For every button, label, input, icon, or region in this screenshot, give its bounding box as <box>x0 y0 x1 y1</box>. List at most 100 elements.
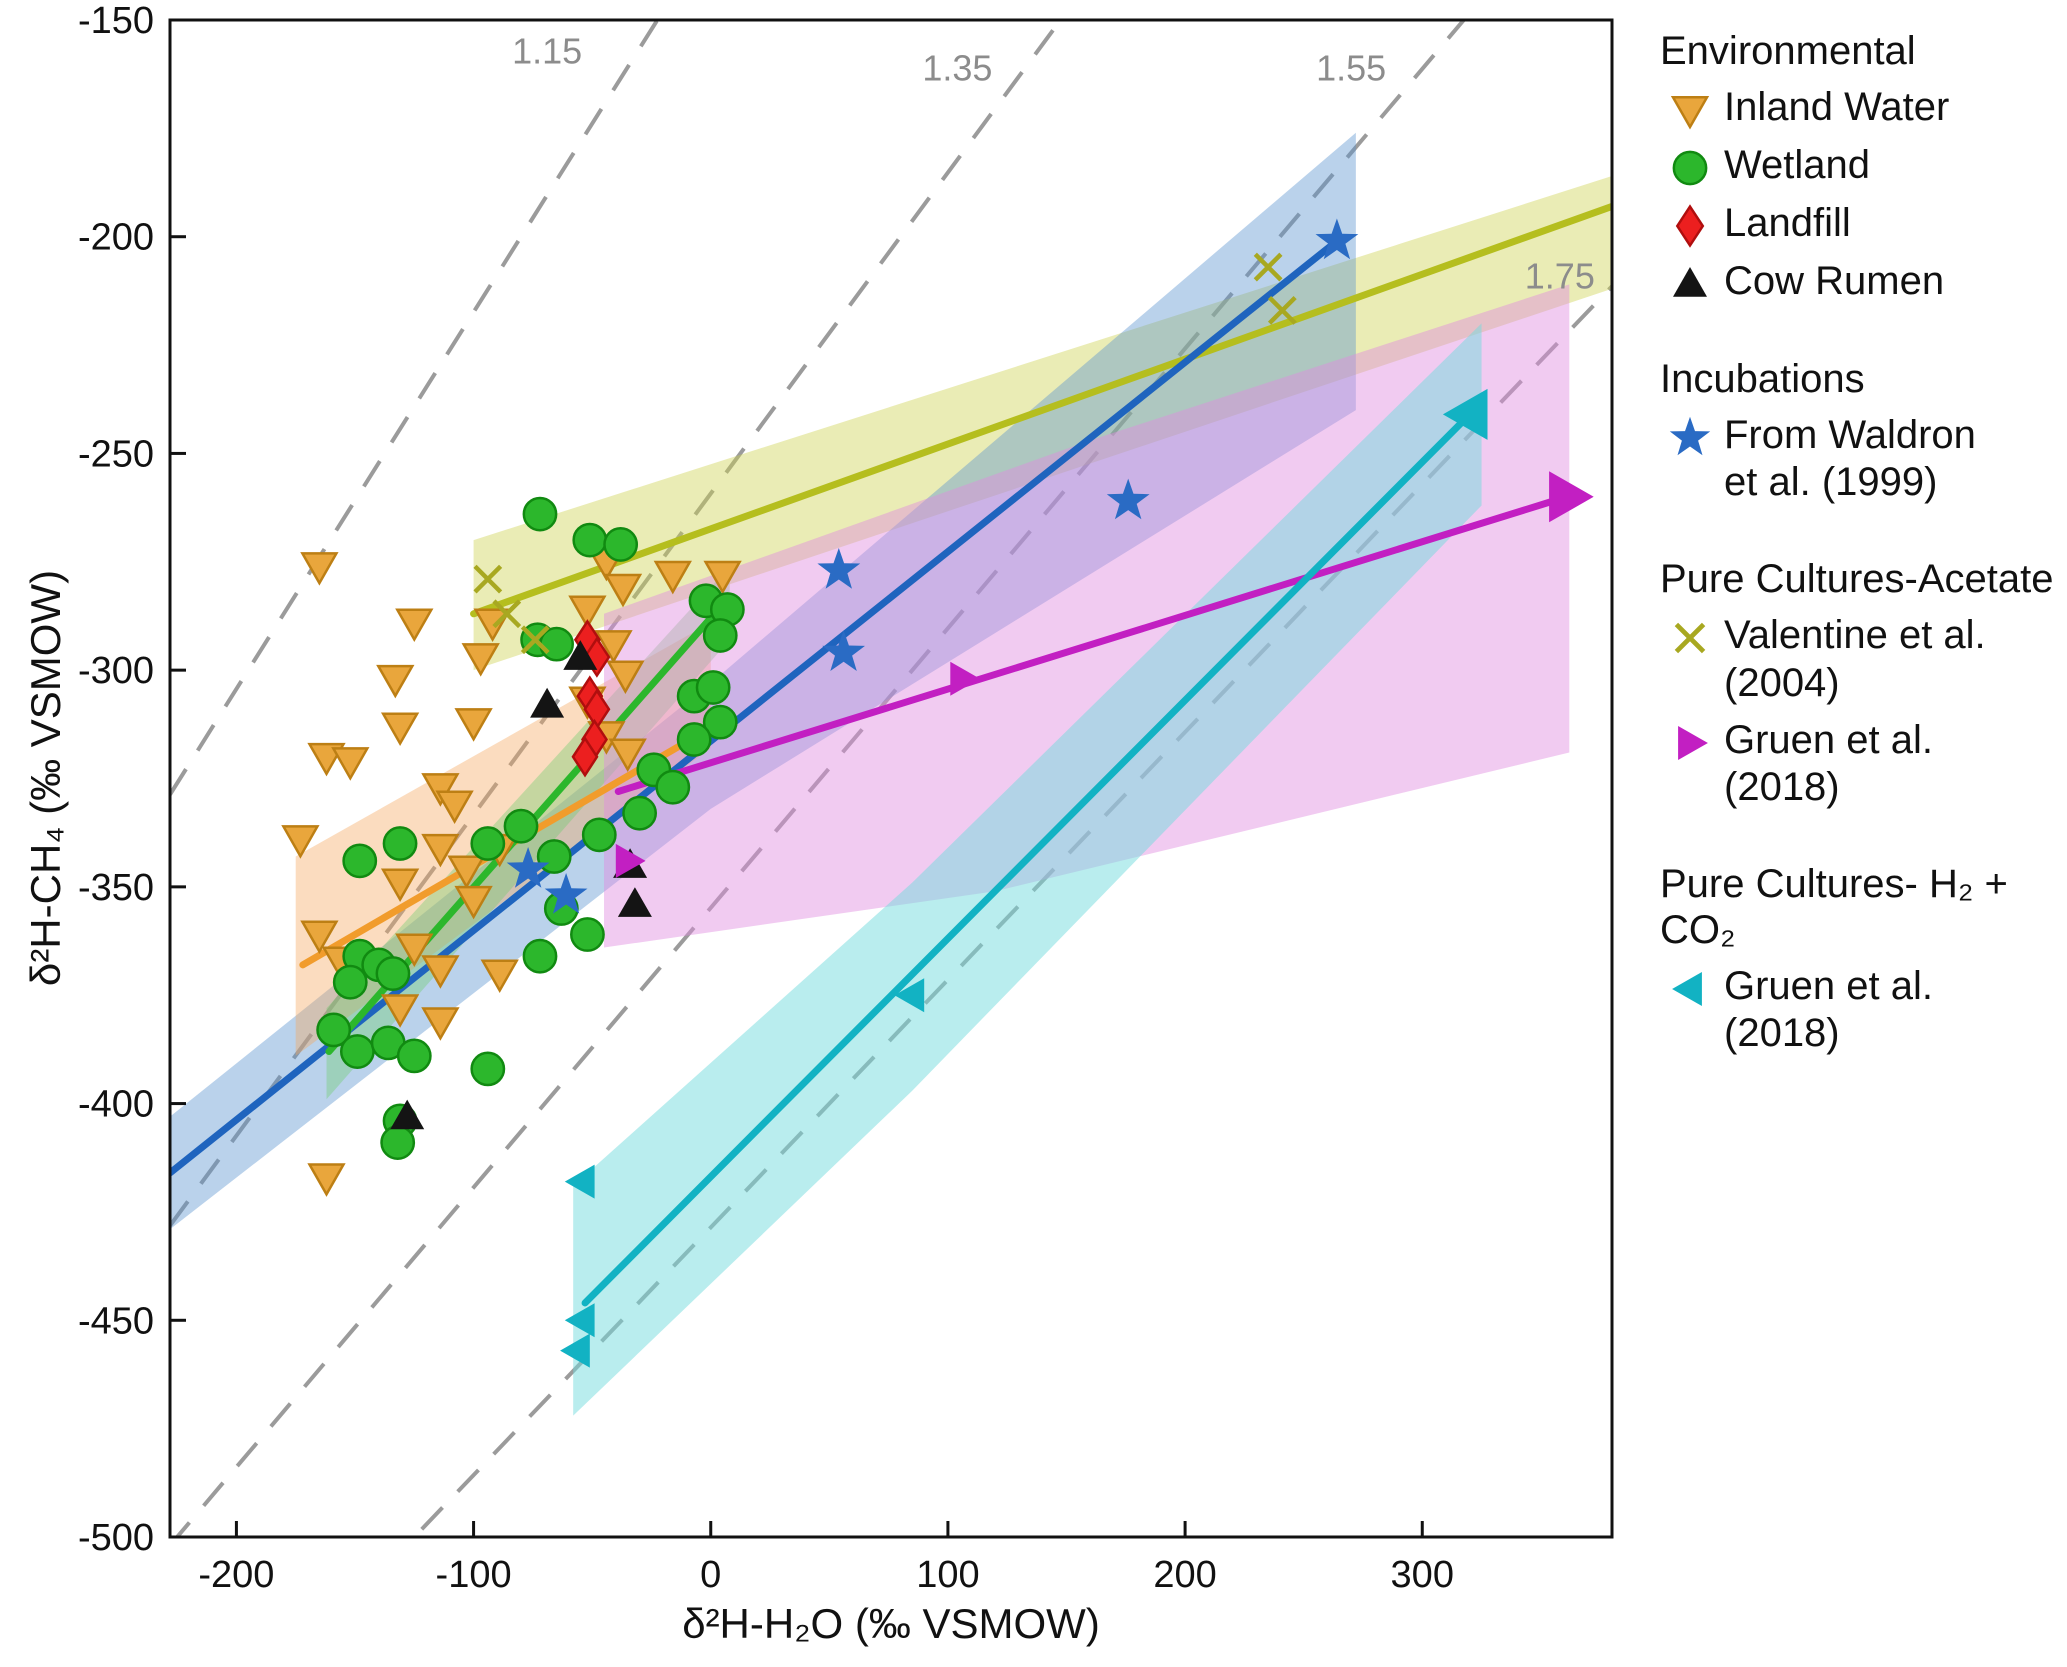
triangle-down-icon <box>1670 96 1710 130</box>
band-gruen-acetate <box>604 284 1570 948</box>
y-tick-label: -250 <box>78 433 154 475</box>
triangle-up-marker <box>530 687 565 718</box>
triangle-down-marker <box>603 573 643 608</box>
circle-marker <box>522 938 558 974</box>
circle-marker <box>470 826 506 861</box>
circle-marker <box>382 826 418 861</box>
legend-item: From Waldron et al. (1999) <box>1660 412 2060 506</box>
fit-gruen-h2co2 <box>581 410 1474 1307</box>
x-marker <box>1253 252 1283 282</box>
legend-item-label: Landfill <box>1724 201 1851 245</box>
series-cow-rumen <box>390 640 652 1130</box>
x-marker <box>473 564 503 594</box>
circle-marker <box>522 496 558 532</box>
circle-marker <box>316 1012 352 1048</box>
band-valentine-acetate <box>473 176 1612 671</box>
circle-marker <box>396 1038 432 1074</box>
series-gruen-et-al-2018-h2-co2 <box>560 388 1488 1368</box>
triangle-up-marker <box>617 887 652 917</box>
circle-marker <box>536 839 572 874</box>
legend-item-label: From Waldron et al. (1999) <box>1724 413 1976 505</box>
x-marker <box>520 625 550 655</box>
triangle-down-marker <box>421 773 460 807</box>
legend-section-title: Environmental <box>1660 29 1916 73</box>
circle-marker <box>342 843 378 879</box>
triangle-down-marker <box>653 560 692 595</box>
circle-marker <box>702 618 738 653</box>
triangle-down-marker <box>435 790 474 825</box>
circle-marker <box>695 670 731 705</box>
triangle-left-marker <box>1442 388 1488 440</box>
triangle-up-marker <box>390 1099 425 1130</box>
circle-marker <box>655 769 691 805</box>
series-from-waldron-et-al-1999- <box>506 218 1359 914</box>
series-valentine-et-al-2004- <box>473 252 1297 655</box>
alpha-label-1.75: 1.75 <box>1525 256 1595 297</box>
x-tick-label: -200 <box>198 1554 274 1596</box>
y-tick-label: -150 <box>78 0 154 42</box>
y-tick-label: -450 <box>78 1300 154 1342</box>
triangle-down-marker <box>307 1163 346 1197</box>
legend-item: Gruen et al. (2018) <box>1660 963 2060 1057</box>
triangle-down-marker <box>606 660 645 695</box>
triangle-down-marker <box>447 855 486 890</box>
fit-valentine-acetate <box>470 202 1612 618</box>
triangle-down-marker <box>380 712 420 747</box>
y-tick-label: -300 <box>78 650 154 692</box>
triangle-down-marker <box>380 868 420 903</box>
legend-item: Inland Water <box>1660 84 2060 132</box>
alpha-label-1.35: 1.35 <box>922 48 992 89</box>
circle-marker <box>570 917 605 952</box>
legend-item: Wetland <box>1660 142 2060 190</box>
triangle-down-marker <box>703 560 742 595</box>
legend-item-label: Cow Rumen <box>1724 259 1945 303</box>
legend-item: Cow Rumen <box>1660 258 2060 306</box>
triangle-right-icon <box>1678 725 1708 760</box>
triangle-left-marker <box>564 1303 595 1338</box>
triangle-down-marker <box>395 933 434 968</box>
triangle-down-marker <box>300 920 339 955</box>
triangle-down-glyph <box>1670 96 1710 130</box>
triangle-left-marker <box>894 978 925 1013</box>
triangle-up-glyph <box>1673 267 1707 297</box>
triangle-down-marker <box>594 630 633 664</box>
circle-marker <box>332 964 368 1000</box>
star-marker <box>506 847 550 888</box>
x-axis-label: δ²H-H₂O (‰ VSMOW) <box>682 1600 1100 1647</box>
circle-marker <box>603 527 639 562</box>
y-tick-label: -350 <box>78 867 154 909</box>
legend-item-label: Inland Water <box>1724 85 1950 129</box>
triangle-down-marker <box>568 595 607 630</box>
star-marker <box>822 630 865 671</box>
legend-item-label: Wetland <box>1724 143 1871 187</box>
fit-gruen-acetate <box>614 493 1571 796</box>
triangle-down-marker <box>461 643 500 677</box>
legend-item: Landfill <box>1660 200 2060 248</box>
triangle-down-marker <box>480 959 519 994</box>
x-tick-label: 100 <box>916 1554 979 1596</box>
triangle-up-icon <box>1673 267 1707 297</box>
circle-marker <box>339 1034 375 1069</box>
triangle-down-marker <box>281 825 320 859</box>
triangle-down-marker <box>421 955 460 989</box>
legend-item-label: Gruen et al. (2018) <box>1724 717 1934 809</box>
triangle-right-marker <box>950 661 980 696</box>
alpha-label-1.15: 1.15 <box>512 30 582 71</box>
triangle-down-marker <box>331 747 370 781</box>
circle-marker <box>676 722 712 757</box>
star-marker <box>544 873 588 914</box>
legend: Environmental Inland Water Wetland Landfill… <box>1660 28 2060 1058</box>
alpha-label-1.55: 1.55 <box>1316 48 1386 89</box>
triangle-right-marker <box>615 843 646 878</box>
legend-item: Gruen et al. (2018) <box>1660 717 2060 811</box>
star-icon <box>1669 416 1711 456</box>
circle-marker <box>572 522 608 558</box>
circle-icon <box>1672 150 1708 186</box>
fit-waldron-incubations <box>170 237 1341 1177</box>
star-marker <box>817 548 861 589</box>
triangle-down-marker <box>454 885 493 920</box>
x-tick-label: 300 <box>1391 1554 1454 1596</box>
circle-marker <box>581 817 617 853</box>
